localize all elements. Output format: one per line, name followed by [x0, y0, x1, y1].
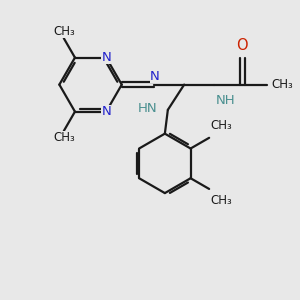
- Text: CH₃: CH₃: [53, 131, 75, 144]
- Text: HN: HN: [138, 102, 158, 115]
- Text: CH₃: CH₃: [211, 119, 232, 133]
- Text: CH₃: CH₃: [211, 194, 232, 207]
- Text: CH₃: CH₃: [271, 78, 293, 91]
- Text: N: N: [101, 51, 111, 64]
- Text: CH₃: CH₃: [53, 25, 75, 38]
- Text: N: N: [101, 105, 111, 118]
- Text: O: O: [236, 38, 248, 52]
- Text: NH: NH: [215, 94, 235, 106]
- Text: N: N: [150, 70, 159, 83]
